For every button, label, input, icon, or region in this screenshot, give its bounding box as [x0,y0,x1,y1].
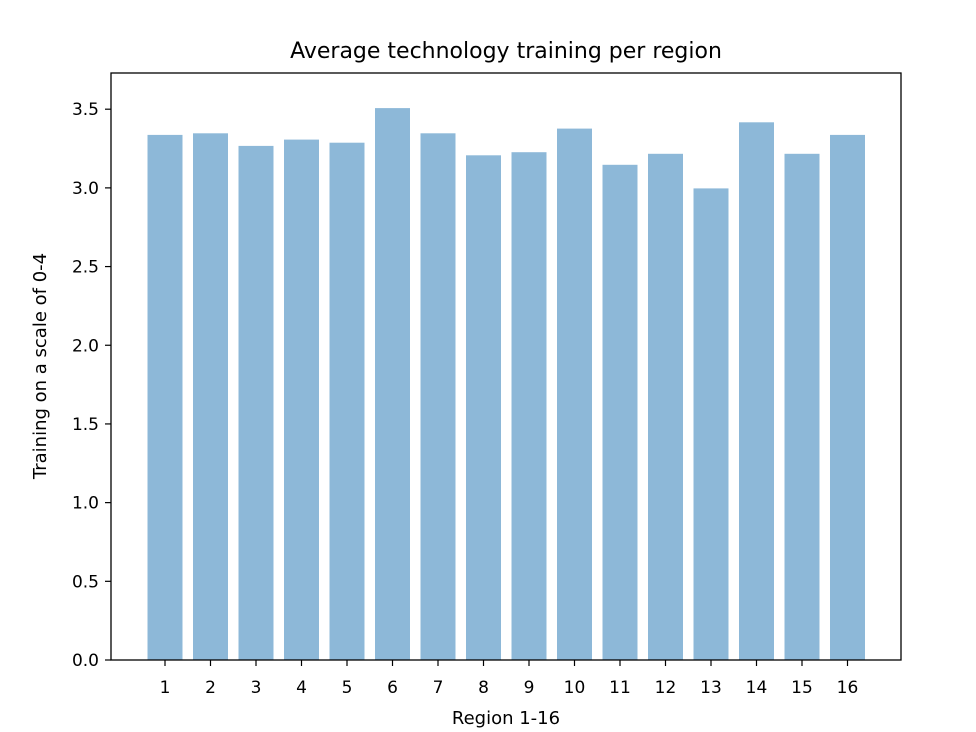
y-tick-label: 1.0 [72,494,99,514]
x-tick-label: 5 [342,678,353,698]
bar-region-14 [738,121,775,661]
bar-region-11 [601,163,639,661]
x-tick-label: 16 [837,678,859,698]
y-tick-label: 3.5 [72,100,99,120]
x-tick-label: 14 [746,678,768,698]
x-tick-label: 11 [609,678,631,698]
bar-region-2 [192,132,229,661]
chart-title: Average technology training per region [290,39,722,64]
x-tick-label: 12 [655,678,677,698]
x-tick-label: 3 [251,678,262,698]
x-tick-label: 4 [296,678,307,698]
x-tick-label: 7 [433,678,444,698]
y-tick-label: 0.0 [72,651,99,671]
bar-region-3 [237,144,275,661]
y-tick-label: 2.0 [72,336,99,356]
x-tick-label: 6 [387,678,398,698]
bar-region-10 [556,127,593,661]
x-tick-label: 9 [524,678,535,698]
bar-region-15 [783,152,821,661]
y-axis-label: Training on a scale of 0-4 [30,253,51,480]
x-tick-label: 8 [478,678,489,698]
bar-region-1 [146,133,184,661]
x-axis: 1 2 3 4 5 6 7 8 9 10 11 12 13 14 15 16 [160,660,859,698]
bar-region-9 [510,151,548,661]
y-axis: 0.0 0.5 1.0 1.5 2.0 2.5 3.0 3.5 [72,100,111,671]
plot-frame [110,72,902,661]
y-tick-label: 1.5 [72,415,99,435]
bar-region-4 [283,138,320,661]
x-tick-label: 13 [700,678,722,698]
bar-region-16 [829,133,866,661]
bar-region-6 [374,107,411,661]
y-tick-label: 3.0 [72,179,99,199]
x-axis-label: Region 1-16 [452,708,560,729]
bar-region-12 [647,152,684,661]
x-tick-label: 1 [160,678,171,698]
bar-region-5 [328,141,366,661]
y-tick-label: 0.5 [72,572,99,592]
x-tick-label: 2 [205,678,216,698]
bar-region-13 [692,187,730,661]
x-tick-label: 10 [564,678,586,698]
y-tick-label: 2.5 [72,258,99,278]
bar-region-8 [465,154,502,661]
bar-region-7 [419,132,457,661]
bars-group [146,107,866,661]
x-tick-label: 15 [791,678,813,698]
